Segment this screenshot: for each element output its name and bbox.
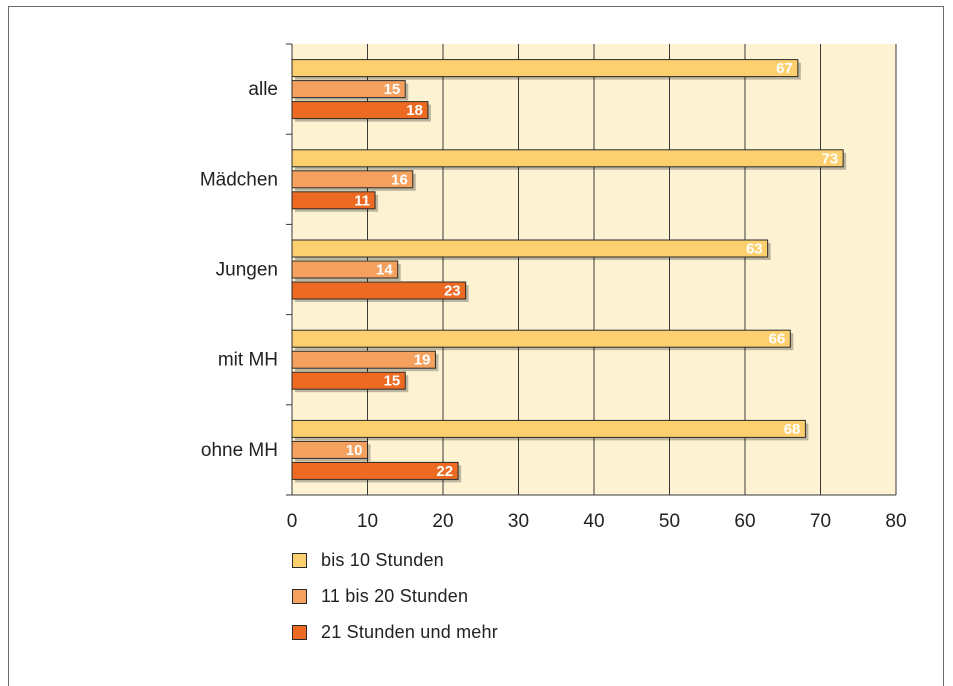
- bar-value-label: 22: [436, 463, 453, 480]
- x-tick-label: 0: [287, 511, 298, 532]
- category-label: Jungen: [216, 260, 278, 281]
- bar-value-label: 15: [384, 373, 401, 390]
- bar-value-label: 66: [769, 331, 786, 348]
- legend-swatch-series-2: [292, 588, 307, 604]
- bar-value-label: 15: [384, 81, 401, 98]
- bar-value-label: 23: [444, 283, 461, 300]
- bar: [291, 191, 376, 210]
- bar: [291, 461, 459, 480]
- x-tick-label: 30: [508, 511, 529, 532]
- figure-frame: [8, 6, 944, 686]
- bar: [291, 101, 429, 120]
- bar-value-label: 10: [346, 442, 363, 459]
- bar-value-label: 63: [746, 241, 763, 258]
- x-tick-label: 40: [583, 511, 604, 532]
- bar: [291, 59, 799, 78]
- bar: [291, 149, 844, 168]
- category-label: mit MH: [218, 350, 278, 371]
- bar-value-label: 16: [391, 171, 408, 188]
- bar: [291, 371, 406, 390]
- category-label: ohne MH: [201, 440, 278, 461]
- bar: [291, 419, 806, 438]
- bar: [291, 281, 467, 300]
- bar: [291, 80, 406, 99]
- bar: [291, 350, 436, 369]
- bar-value-label: 18: [406, 102, 423, 119]
- legend-swatch-series-1: [292, 552, 307, 568]
- x-tick-label: 10: [357, 511, 378, 532]
- legend-item-series-3: 21 Stunden und mehr: [292, 622, 498, 642]
- legend-label-series-1: bis 10 Stunden: [321, 549, 444, 570]
- x-tick-label: 60: [734, 511, 755, 532]
- bar: [291, 329, 791, 348]
- bar-value-label: 19: [414, 352, 431, 369]
- legend-item-series-1: bis 10 Stunden: [292, 550, 498, 570]
- legend-item-series-2: 11 bis 20 Stunden: [292, 586, 498, 606]
- category-label: alle: [248, 79, 278, 100]
- bar: [291, 440, 368, 459]
- bar-value-label: 68: [784, 421, 801, 438]
- bar: [291, 260, 399, 279]
- x-tick-label: 50: [659, 511, 680, 532]
- bar-value-label: 11: [354, 192, 370, 209]
- x-tick-label: 20: [432, 511, 453, 532]
- bar: [291, 170, 414, 189]
- bar-value-label: 73: [821, 150, 838, 167]
- bar-value-label: 67: [776, 60, 793, 77]
- legend-label-series-2: 11 bis 20 Stunden: [321, 585, 469, 606]
- bar: [291, 239, 769, 258]
- category-label: Mädchen: [200, 169, 278, 190]
- x-tick-label: 70: [810, 511, 831, 532]
- bar-value-label: 14: [376, 262, 393, 279]
- legend: bis 10 Stunden 11 bis 20 Stunden 21 Stun…: [292, 550, 498, 658]
- x-tick-label: 80: [885, 511, 906, 532]
- legend-swatch-series-3: [292, 624, 307, 640]
- legend-label-series-3: 21 Stunden und mehr: [321, 621, 498, 642]
